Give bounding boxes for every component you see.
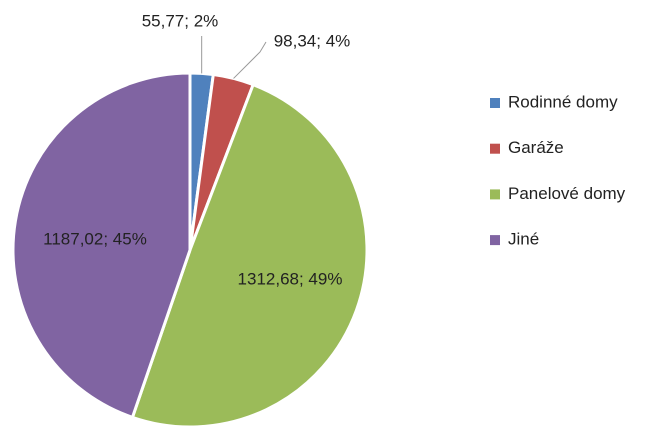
pie-slice: [130, 82, 369, 428]
legend-swatch: [490, 235, 500, 246]
data-label: 98,34; 4%: [274, 31, 351, 50]
legend-swatch: [490, 189, 500, 200]
leader-line: [233, 41, 267, 79]
data-label: 1312,68; 49%: [238, 269, 343, 288]
pie-slice: [11, 71, 192, 420]
legend-label: Jiné: [508, 230, 539, 249]
legend-swatch: [490, 143, 500, 154]
legend-label: Rodinné domy: [508, 92, 618, 111]
legend-swatch: [490, 98, 500, 108]
data-label: 1187,02; 45%: [43, 229, 147, 248]
data-label: 55,77; 2%: [142, 11, 219, 30]
legend-label: Garáže: [508, 138, 564, 157]
legend-label: Panelové domy: [508, 184, 626, 203]
